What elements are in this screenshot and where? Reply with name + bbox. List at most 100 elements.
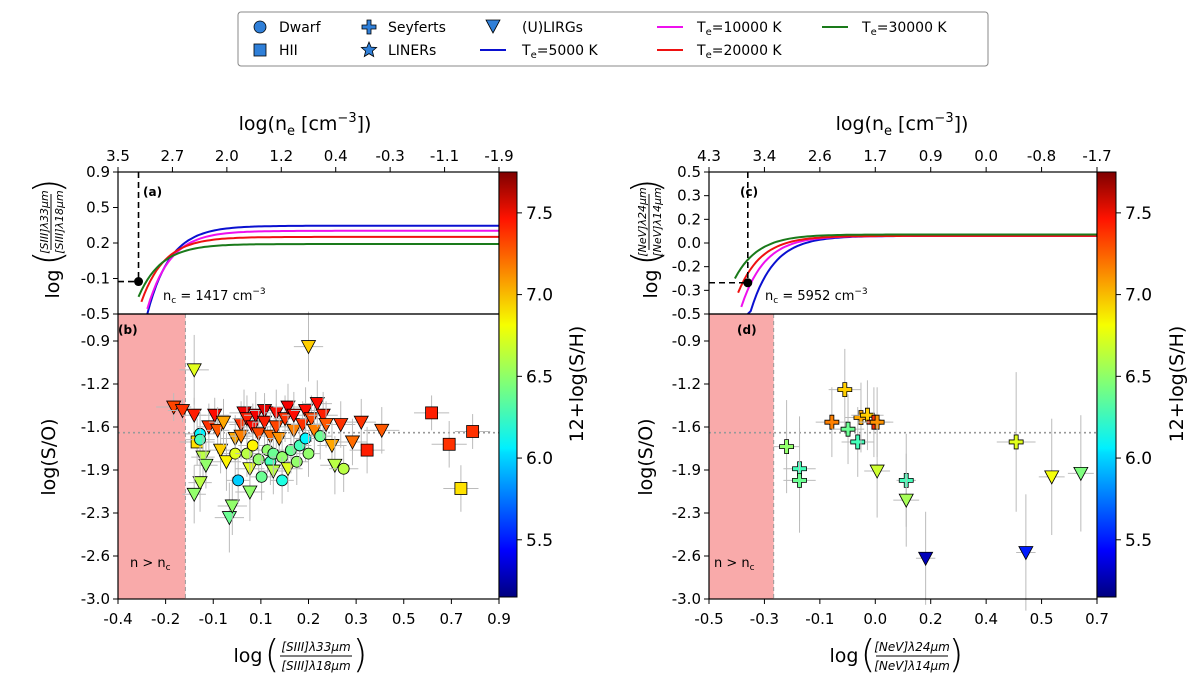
y-tick-label: -1.9 — [81, 461, 110, 479]
top-tick-label: 3.5 — [106, 147, 130, 165]
panel-d-yticks: -3.0 -2.6 -2.3 -1.9 -1.6 -1.2 -0.9 — [672, 332, 709, 608]
panel-d-points — [773, 348, 1094, 611]
top-tick-label: 1.2 — [269, 147, 293, 165]
shaded-region — [118, 314, 186, 599]
x-tick-label: 0.7 — [439, 610, 463, 628]
triangle-marker — [1044, 470, 1060, 485]
x-tick-label: 0.2 — [297, 610, 321, 628]
colorbar-tick-label: 6.5 — [526, 367, 553, 387]
square-marker — [466, 425, 480, 438]
colorbar-tick-label: 6.5 — [1125, 367, 1152, 387]
legend-te5000: Te=5000 K — [480, 43, 599, 61]
colorbar-tick-label: 5.5 — [526, 531, 553, 551]
y-tick-label: 0.5 — [677, 163, 701, 181]
triangle-marker — [333, 418, 349, 433]
left-colorbar-label: 12+log(S/H) — [566, 326, 588, 443]
data-point — [191, 433, 215, 481]
triangle-marker — [1073, 466, 1089, 482]
paren-left: ( — [861, 632, 876, 676]
top-tick-label: 2.0 — [215, 147, 239, 165]
triangle-marker — [297, 404, 314, 419]
left-bottom-xticks: -0.4 -0.2 -0.1 0.1 0.2 0.3 0.5 0.7 0.9 — [103, 599, 511, 628]
y-tick-label: 0.2 — [677, 210, 701, 228]
plus-marker — [840, 421, 856, 437]
temperature-curve — [737, 234, 1097, 294]
y-tick-label: -0.2 — [672, 258, 701, 276]
left-colorbar: 5.5 6.0 6.5 7.0 7.5 12+log(S/H) — [498, 171, 588, 598]
x-tick-label: 0.4 — [974, 610, 998, 628]
colorbar-tick-label: 6.0 — [1125, 449, 1152, 469]
panel-a-label: (a) — [143, 185, 162, 199]
left-xlabel-log: log — [234, 645, 263, 667]
triangle-marker — [869, 464, 885, 479]
triangle-marker — [207, 408, 223, 424]
y-tick-label: -0.9 — [81, 332, 110, 350]
data-point — [208, 426, 233, 474]
triangle-marker — [174, 404, 191, 419]
panel-a-yticks: -0.5 -0.1 0.2 0.5 0.9 — [81, 163, 118, 323]
triangle-down-marker-icon — [485, 19, 501, 34]
right-upper-ylabel-num: [NeV]λ24μm — [636, 187, 649, 256]
triangle-marker — [242, 485, 258, 500]
y-tick-label: 0.5 — [86, 199, 110, 217]
x-tick-label: -0.3 — [750, 610, 779, 628]
legend-seyferts: Seyferts — [361, 19, 446, 36]
plus-marker — [869, 414, 885, 430]
data-point — [346, 398, 376, 446]
y-tick-label: -2.6 — [81, 547, 110, 565]
y-tick-label: 0.2 — [86, 234, 110, 252]
legend-label-te20000: Te=20000 K — [696, 43, 782, 61]
data-point — [815, 387, 849, 458]
right-upper-ylabel-log: log — [640, 270, 662, 299]
right-lower-ylabel: log(S/O) — [635, 418, 657, 495]
panel-d-label: (d) — [737, 323, 757, 337]
triangle-marker — [327, 458, 343, 474]
circle-marker — [299, 432, 312, 445]
data-point — [329, 445, 359, 492]
star-marker-icon — [360, 40, 378, 58]
legend-label-liners: LINERs — [388, 43, 436, 59]
square-marker — [454, 482, 468, 495]
y-tick-label: 0.0 — [677, 234, 701, 252]
colorbar-gradient — [1096, 171, 1117, 598]
temperature-curve — [734, 233, 1097, 279]
top-tick-label: 2.6 — [808, 147, 832, 165]
square-marker — [425, 406, 438, 420]
paren-right: ) — [26, 179, 70, 194]
y-tick-label: -1.2 — [672, 375, 701, 393]
legend-dwarf: Dwarf — [253, 20, 322, 36]
triangle-marker — [186, 363, 202, 378]
temperature-curve — [140, 235, 499, 303]
x-tick-label: -0.1 — [199, 610, 228, 628]
temperature-curve — [137, 243, 499, 298]
triangle-marker — [239, 412, 255, 427]
paren-left: ( — [624, 251, 668, 266]
right-bottom-xticks: -0.5 -0.3 -0.1 0.0 0.2 0.4 0.5 0.7 — [694, 599, 1109, 628]
square-marker — [442, 437, 456, 451]
triangle-marker — [233, 429, 249, 444]
legend-label-hii: HII — [279, 43, 298, 59]
data-point — [296, 430, 321, 477]
y-tick-label: -1.9 — [672, 461, 701, 479]
data-point — [179, 334, 209, 405]
data-point — [214, 482, 245, 553]
data-point — [1016, 494, 1036, 611]
right-colorbar-label: 12+log(S/H) — [1166, 326, 1188, 443]
paren-left: ( — [26, 251, 70, 266]
plus-marker — [1008, 434, 1024, 450]
left-upper-ylabel-log: log — [42, 270, 64, 299]
right-top-axis-label: log(ne [cm−3]) — [836, 111, 969, 139]
plus-marker — [824, 414, 840, 430]
triangle-marker — [300, 340, 317, 355]
data-point — [282, 391, 306, 439]
panel-b-shade-text: n > nc — [130, 556, 171, 573]
y-tick-label: -1.6 — [672, 418, 701, 436]
triangle-marker — [224, 499, 240, 514]
circle-marker — [337, 462, 350, 475]
circle-marker — [232, 474, 245, 487]
data-point — [831, 394, 865, 465]
legend: Dwarf HII Seyferts LINERs (U)LIRGs Te=50… — [237, 11, 989, 67]
circle-marker — [276, 474, 289, 487]
top-tick-label: 0.9 — [919, 147, 943, 165]
panel-c-nc-text: nc = 5952 cm−3 — [765, 287, 868, 306]
